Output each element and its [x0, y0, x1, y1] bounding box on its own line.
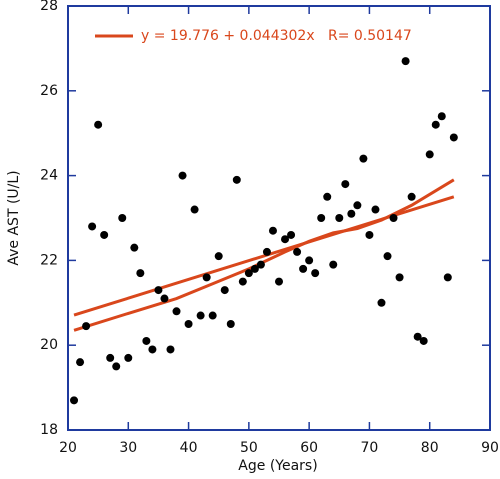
point — [401, 57, 410, 66]
point — [353, 201, 362, 210]
point — [214, 252, 223, 261]
point — [94, 120, 103, 129]
point — [287, 230, 296, 239]
point — [383, 252, 392, 261]
point — [184, 320, 193, 328]
point — [172, 307, 181, 316]
fit-line — [73, 178, 455, 332]
plot-frame — [67, 5, 491, 431]
point — [311, 269, 320, 278]
point — [323, 192, 332, 201]
y-tick-label: 26 — [40, 83, 58, 99]
point — [82, 322, 91, 331]
y-tick-label: 28 — [40, 0, 58, 14]
point — [395, 273, 404, 282]
y-tick-label: 18 — [40, 422, 58, 438]
point — [112, 362, 121, 371]
point — [130, 243, 139, 252]
point — [305, 256, 314, 265]
point — [347, 209, 356, 218]
point — [431, 120, 440, 129]
point — [166, 345, 175, 354]
point — [449, 133, 458, 142]
point — [202, 273, 211, 282]
point — [250, 264, 259, 273]
x-tick-label: 90 — [481, 440, 499, 456]
x-tick-label: 60 — [300, 440, 318, 456]
point — [262, 247, 271, 256]
point — [329, 260, 338, 269]
point — [76, 358, 85, 367]
point — [425, 150, 434, 159]
y-tick-label: 24 — [40, 168, 58, 184]
point — [437, 112, 446, 121]
point — [226, 320, 235, 328]
x-tick-label: 30 — [119, 440, 137, 456]
point — [281, 235, 290, 244]
point — [365, 230, 374, 239]
point — [268, 226, 277, 235]
point — [359, 154, 368, 163]
point — [371, 205, 380, 214]
point — [341, 180, 350, 189]
x-tick-label: 40 — [180, 440, 198, 456]
point — [106, 353, 115, 362]
point — [275, 277, 283, 286]
point — [160, 294, 169, 303]
point — [190, 205, 199, 214]
point — [335, 214, 344, 222]
point — [148, 345, 157, 354]
point — [142, 336, 151, 345]
point — [124, 353, 133, 362]
x-axis-label: Age (Years) — [238, 458, 317, 474]
point — [88, 222, 97, 231]
y-tick-label: 20 — [40, 337, 58, 353]
point — [196, 311, 205, 320]
y-tick-label: 22 — [40, 252, 58, 268]
point — [220, 286, 229, 295]
point — [118, 214, 127, 222]
point — [136, 269, 145, 278]
point — [293, 247, 302, 256]
fit-line — [73, 195, 455, 317]
point — [407, 192, 416, 201]
point — [419, 336, 428, 345]
y-axis-label: Ave AST (U/L) — [6, 170, 22, 265]
point — [244, 269, 253, 278]
point — [238, 277, 247, 286]
point — [256, 260, 265, 269]
point — [377, 298, 386, 307]
point — [299, 264, 308, 273]
x-tick-label: 50 — [240, 440, 258, 456]
x-tick-label: 20 — [59, 440, 77, 456]
point — [70, 396, 79, 405]
legend-text: y = 19.776 + 0.044302x R= 0.50147 — [141, 28, 412, 44]
point — [443, 273, 452, 282]
x-tick-label: 70 — [361, 440, 379, 456]
point — [100, 230, 109, 239]
point — [413, 332, 422, 341]
x-tick-label: 80 — [421, 440, 439, 456]
point — [208, 311, 217, 320]
point — [389, 214, 398, 222]
point — [154, 286, 163, 295]
point — [178, 171, 187, 180]
point — [232, 175, 241, 184]
point — [317, 214, 326, 222]
